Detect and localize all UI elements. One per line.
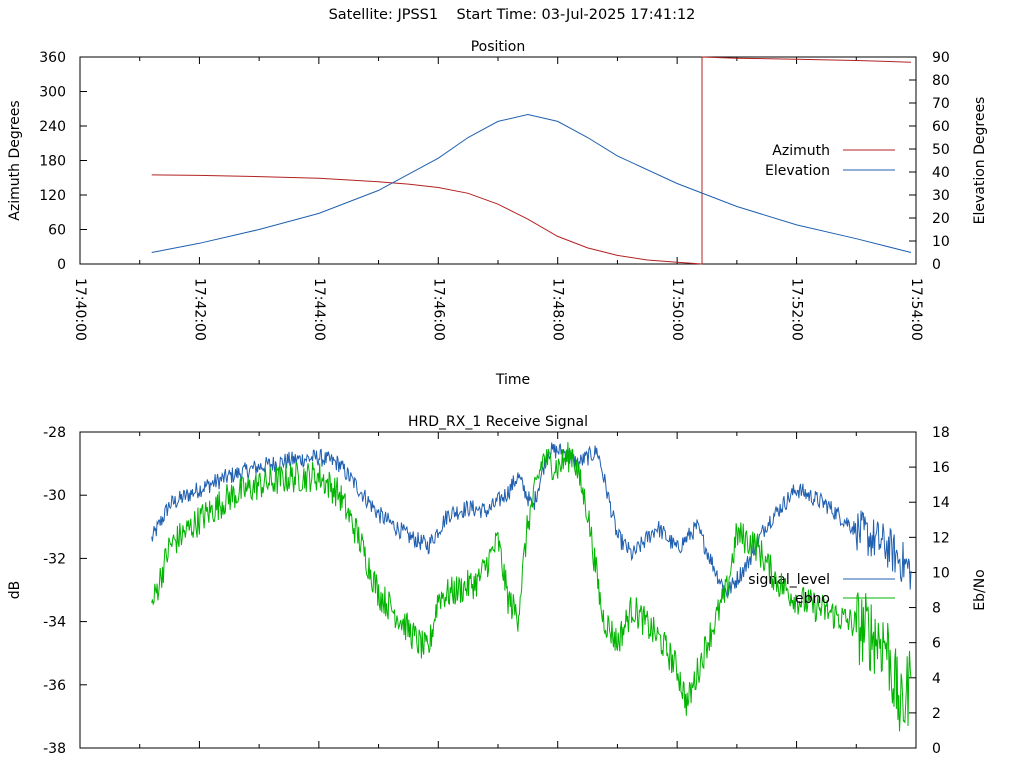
chart1-y-tick-label: 180 [39,154,66,170]
chart2-y2-tick-label: 6 [932,636,941,652]
chart2-y2-tick-label: 18 [932,425,950,441]
chart2-legend-label: signal_level [748,572,830,588]
chart1-frame [79,56,917,265]
chart2-series-ebno [151,442,912,732]
chart1-y2-tick-label: 90 [932,50,950,66]
chart2-ylabel: dB [7,581,23,600]
chart2-frame [79,431,917,749]
chart1-x-tick-label: 17:42:00 [191,278,207,341]
chart2-y2-tick-label: 16 [932,460,950,476]
chart1-y-tick-label: 0 [57,257,66,273]
chart1-y-tick-label: 240 [39,119,66,135]
chart1-y2-tick-label: 70 [932,96,950,112]
chart2-y2label: Eb/No [972,569,988,611]
chart2-y2-tick-label: 0 [932,741,941,757]
chart1-y2-tick-label: 60 [932,119,950,135]
chart2-series-signal-level [151,442,912,598]
chart1-x-tick-label: 17:48:00 [550,278,566,341]
chart1-y2-tick-label: 40 [932,165,950,181]
chart1-y2-tick-label: 30 [932,188,950,204]
chart2-y2-tick-label: 12 [932,530,950,546]
chart1-series-Azimuth [151,56,912,265]
chart2-y-tick-label: -36 [43,678,66,694]
start-time-label: Start Time: 03-Jul-2025 17:41:12 [456,7,696,23]
chart1-ylabel: Azimuth Degrees [7,100,23,220]
chart1-y2-tick-label: 50 [932,142,950,158]
chart2-y2-tick-label: 8 [932,601,941,617]
chart2-y-tick-label: -34 [43,615,66,631]
chart1-title: Position [471,39,526,55]
chart2-y-tick-label: -28 [43,425,66,441]
chart1-y2-tick-label: 80 [932,73,950,89]
chart-header: Satellite: JPSS1 Start Time: 03-Jul-2025… [0,7,1024,23]
chart1-xlabel: Time [495,372,530,388]
chart1-y-tick-label: 60 [48,223,66,239]
satellite-label: Satellite: JPSS1 [328,7,439,23]
chart1-x-tick-label: 17:44:00 [311,278,327,341]
chart1-x-tick-label: 17:54:00 [908,278,924,341]
chart2-y-tick-label: -30 [43,488,66,504]
chart2-y2-tick-label: 14 [932,495,950,511]
chart2-y2-tick-label: 4 [932,671,941,687]
chart1-y2-tick-label: 10 [932,234,950,250]
chart1-legend-label: Elevation [765,163,830,179]
chart1-y-tick-label: 120 [39,188,66,204]
chart1-y2label: Elevation Degrees [972,97,988,225]
chart1-x-tick-label: 17:46:00 [430,278,446,341]
chart1-y-tick-label: 360 [39,50,66,66]
chart2-y2-tick-label: 2 [932,706,941,722]
chart1-y2-tick-label: 20 [932,211,950,227]
chart1-legend-label: Azimuth [772,143,830,159]
chart1-series-Elevation [151,113,912,253]
chart1-x-tick-label: 17:40:00 [72,278,88,341]
chart2-legend-label: ebno [795,591,830,607]
chart1-y-tick-label: 300 [39,85,66,101]
chart2-title: HRD_RX_1 Receive Signal [408,414,588,430]
chart1-y2-tick-label: 0 [932,257,941,273]
chart2-y2-tick-label: 10 [932,565,950,581]
chart1-x-tick-label: 17:50:00 [669,278,685,341]
chart1-x-tick-label: 17:52:00 [789,278,805,341]
chart2-y-tick-label: -32 [43,551,66,567]
chart2-y-tick-label: -38 [43,741,66,757]
